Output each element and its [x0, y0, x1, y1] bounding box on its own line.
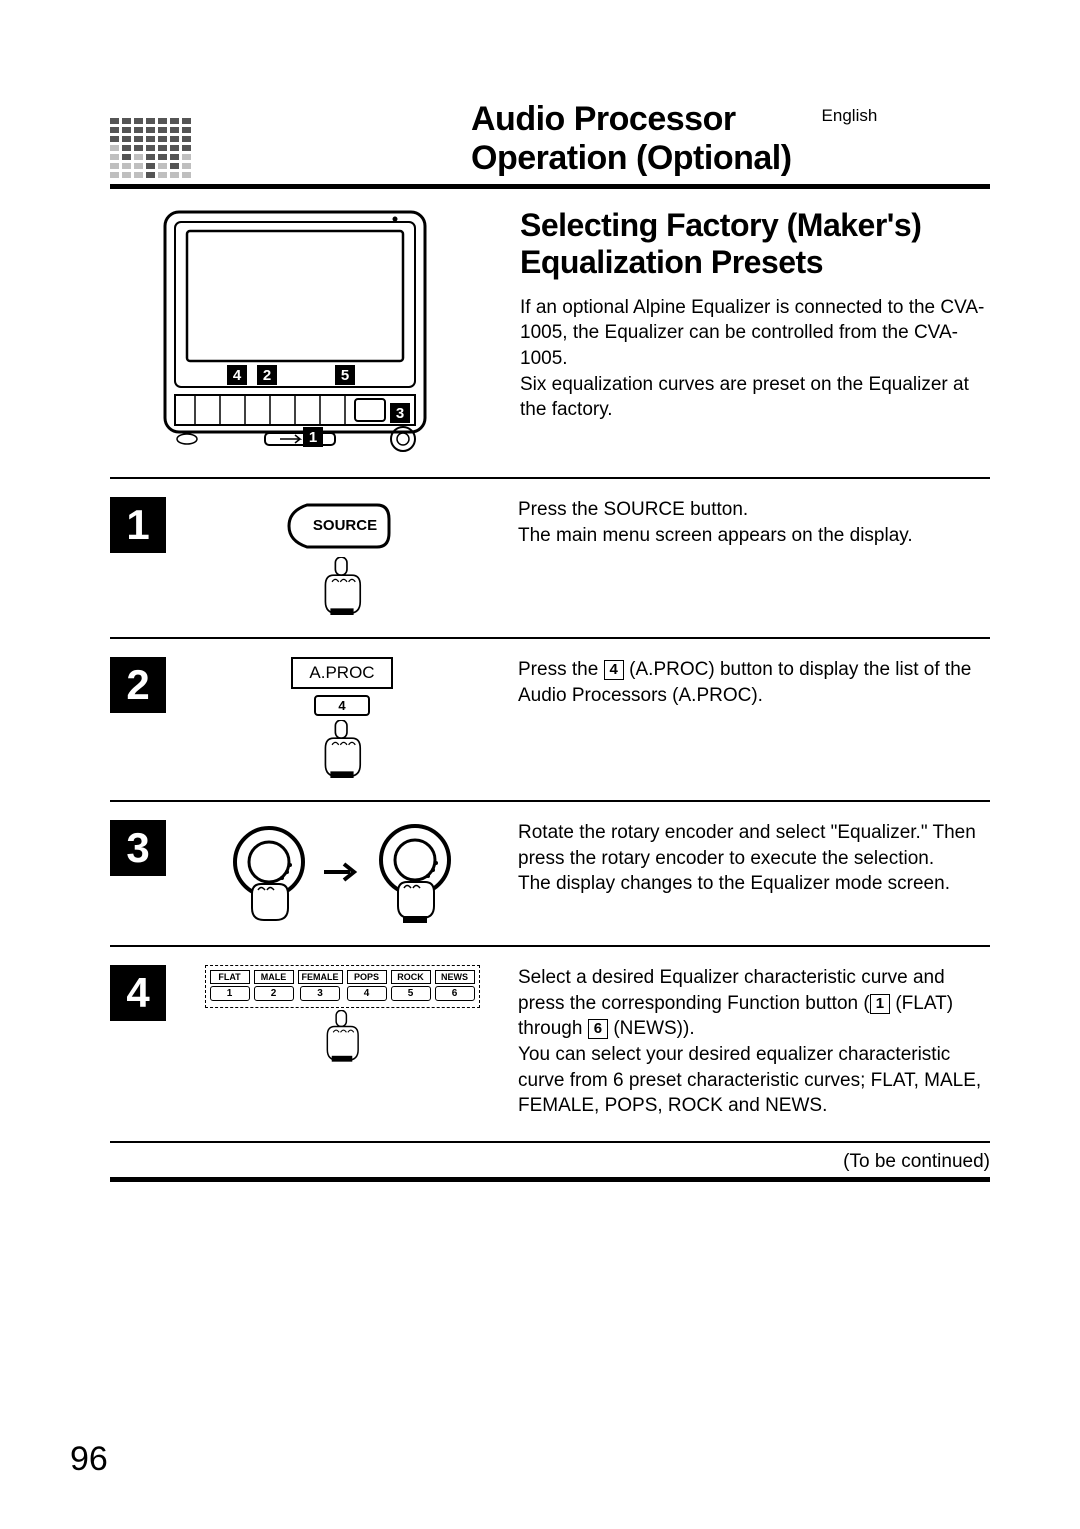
page-header: Audio Processor Operation (Optional) Eng…	[110, 100, 990, 178]
svg-text:SOURCE: SOURCE	[313, 517, 377, 534]
inline-key-box: 1	[870, 994, 890, 1014]
page-number: 96	[70, 1440, 108, 1479]
preset-number: 2	[254, 986, 294, 1001]
svg-text:2: 2	[263, 367, 271, 384]
preset-label: ROCK	[391, 970, 431, 984]
preset-option: FLAT 1	[210, 970, 250, 1001]
step-row: 3 Rotate the rotary encoder and select "…	[110, 800, 990, 945]
preset-number: 6	[435, 986, 475, 1001]
preset-number: 4	[347, 986, 387, 1001]
device-illustration: 4 2 5 3 1	[110, 207, 480, 457]
preset-option: MALE 2	[254, 970, 294, 1001]
step-number: 2	[110, 657, 166, 713]
step-text-fragment: (NEWS)).	[608, 1018, 695, 1039]
step-text-fragment: The main menu screen appears on the disp…	[518, 525, 913, 546]
preset-number: 5	[391, 986, 431, 1001]
equalizer-icon	[110, 118, 191, 178]
step-text-fragment: The display changes to the Equalizer mod…	[518, 873, 950, 894]
header-title-line1: Audio Processor	[471, 100, 736, 138]
step-text: Press the 4 (A.PROC) button to display t…	[518, 657, 990, 708]
step-number: 4	[110, 965, 166, 1021]
step-text: Rotate the rotary encoder and select "Eq…	[518, 820, 990, 897]
preset-number: 3	[300, 986, 340, 1001]
inline-key-box: 4	[604, 660, 624, 680]
preset-bar: FLAT 1 MALE 2 FEMALE 3 POPS 4 ROCK 5 NEW	[205, 965, 480, 1008]
preset-label: MALE	[254, 970, 294, 984]
step-row: 4 FLAT 1 MALE 2 FEMALE 3 POPS 4 ROCK	[110, 945, 990, 1141]
step-number: 3	[110, 820, 166, 876]
preset-option: NEWS 6	[435, 970, 475, 1001]
step-illustration	[192, 820, 492, 923]
inline-key-box: 6	[588, 1019, 608, 1039]
preset-label: FLAT	[210, 970, 250, 984]
preset-label: POPS	[347, 970, 387, 984]
step-row: 2 A.PROC 4 Press the 4 (A.PROC) button t…	[110, 637, 990, 800]
intro-section: 4 2 5 3 1 Selecting Factory (Maker's) Eq…	[110, 207, 990, 457]
svg-text:1: 1	[309, 429, 317, 446]
continued-note: (To be continued)	[110, 1141, 990, 1173]
step-text: Press the SOURCE button. The main menu sc…	[518, 497, 990, 548]
step-text-fragment: Press the SOURCE button.	[518, 499, 748, 520]
steps-list: 1 SOURCE Press the SOURCE button. The mai…	[110, 477, 990, 1141]
step-text: Select a desired Equalizer characteristi…	[518, 965, 990, 1119]
preset-number: 1	[210, 986, 250, 1001]
section-title: Selecting Factory (Maker's) Equalization…	[520, 207, 990, 281]
preset-label: FEMALE	[298, 970, 343, 984]
step-text-fragment: Rotate the rotary encoder and select "Eq…	[518, 822, 976, 869]
preset-option: ROCK 5	[391, 970, 431, 1001]
step-row: 1 SOURCE Press the SOURCE button. The mai…	[110, 477, 990, 637]
footer-rule	[110, 1177, 990, 1182]
svg-text:3: 3	[396, 405, 404, 422]
svg-text:5: 5	[341, 367, 349, 384]
svg-text:4: 4	[233, 367, 242, 384]
step-illustration: FLAT 1 MALE 2 FEMALE 3 POPS 4 ROCK 5 NEW	[192, 965, 492, 1062]
preset-option: POPS 4	[347, 970, 387, 1001]
header-title-line2: Operation (Optional)	[471, 139, 792, 177]
step-number: 1	[110, 497, 166, 553]
header-rule	[110, 184, 990, 189]
step-illustration: SOURCE	[192, 497, 492, 615]
header-title: Audio Processor Operation (Optional)	[471, 100, 792, 178]
intro-paragraph-1: If an optional Alpine Equalizer is conne…	[520, 295, 990, 372]
header-language: English	[822, 106, 878, 126]
intro-paragraph-2: Six equalization curves are preset on th…	[520, 372, 990, 423]
step-text-fragment: Press the	[518, 659, 604, 680]
preset-option: FEMALE 3	[298, 970, 343, 1001]
step-illustration: A.PROC 4	[192, 657, 492, 778]
preset-label: NEWS	[435, 970, 475, 984]
step-text-fragment: You can select your desired equalizer ch…	[518, 1044, 981, 1116]
